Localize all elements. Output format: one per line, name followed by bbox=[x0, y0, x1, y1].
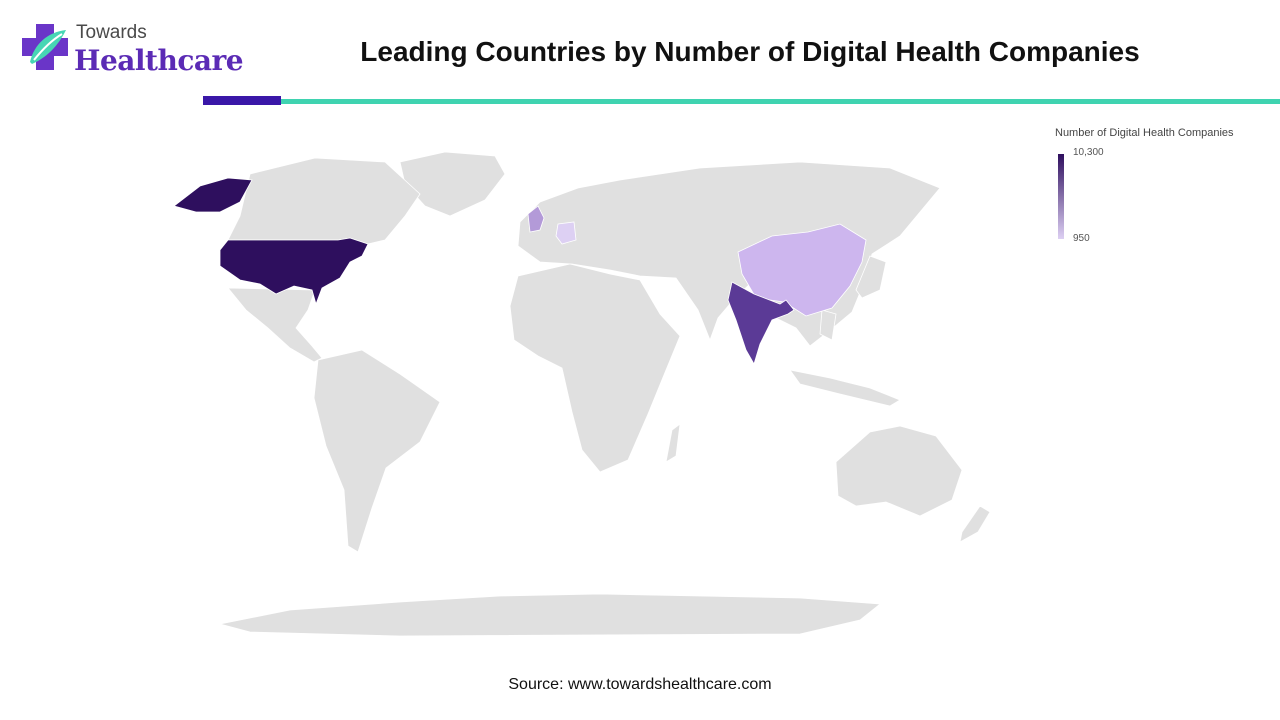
country-india bbox=[727, 281, 795, 366]
indonesia-philippines bbox=[789, 309, 901, 407]
canada bbox=[227, 157, 421, 245]
africa bbox=[509, 263, 681, 473]
legend-max-value: 10,300 bbox=[1073, 147, 1104, 158]
japan bbox=[855, 255, 887, 299]
page-title: Leading Countries by Number of Digital H… bbox=[360, 36, 1140, 67]
source-caption: Source: www.towardshealthcare.com bbox=[508, 676, 772, 693]
logo-text-healthcare: Healthcare bbox=[74, 44, 244, 77]
logo-text-towards: Towards bbox=[76, 22, 147, 43]
map-legend: Number of Digital Health Companies 10,30… bbox=[1055, 127, 1265, 244]
legend-title: Number of Digital Health Companies bbox=[1055, 127, 1234, 139]
new-zealand bbox=[959, 505, 991, 543]
world-map bbox=[173, 151, 991, 637]
mexico-central-america bbox=[227, 287, 323, 363]
legend-min-value: 950 bbox=[1073, 233, 1090, 244]
south-america bbox=[313, 349, 441, 553]
title-underline-accent bbox=[203, 96, 281, 105]
health-cross-icon bbox=[22, 24, 68, 70]
land-masses bbox=[219, 151, 991, 637]
highlighted-countries bbox=[173, 177, 867, 366]
country-germany bbox=[555, 221, 577, 245]
country-usa bbox=[219, 237, 369, 306]
towards-healthcare-logo: Towards Healthcare bbox=[20, 18, 250, 84]
greenland bbox=[399, 151, 506, 217]
madagascar bbox=[665, 423, 681, 463]
country-uk bbox=[527, 205, 545, 233]
country-usa-alaska bbox=[173, 177, 253, 213]
antarctica bbox=[219, 593, 882, 637]
title-underline-rule bbox=[281, 99, 1280, 104]
australia bbox=[835, 425, 963, 517]
legend-color-scale bbox=[1058, 154, 1064, 239]
